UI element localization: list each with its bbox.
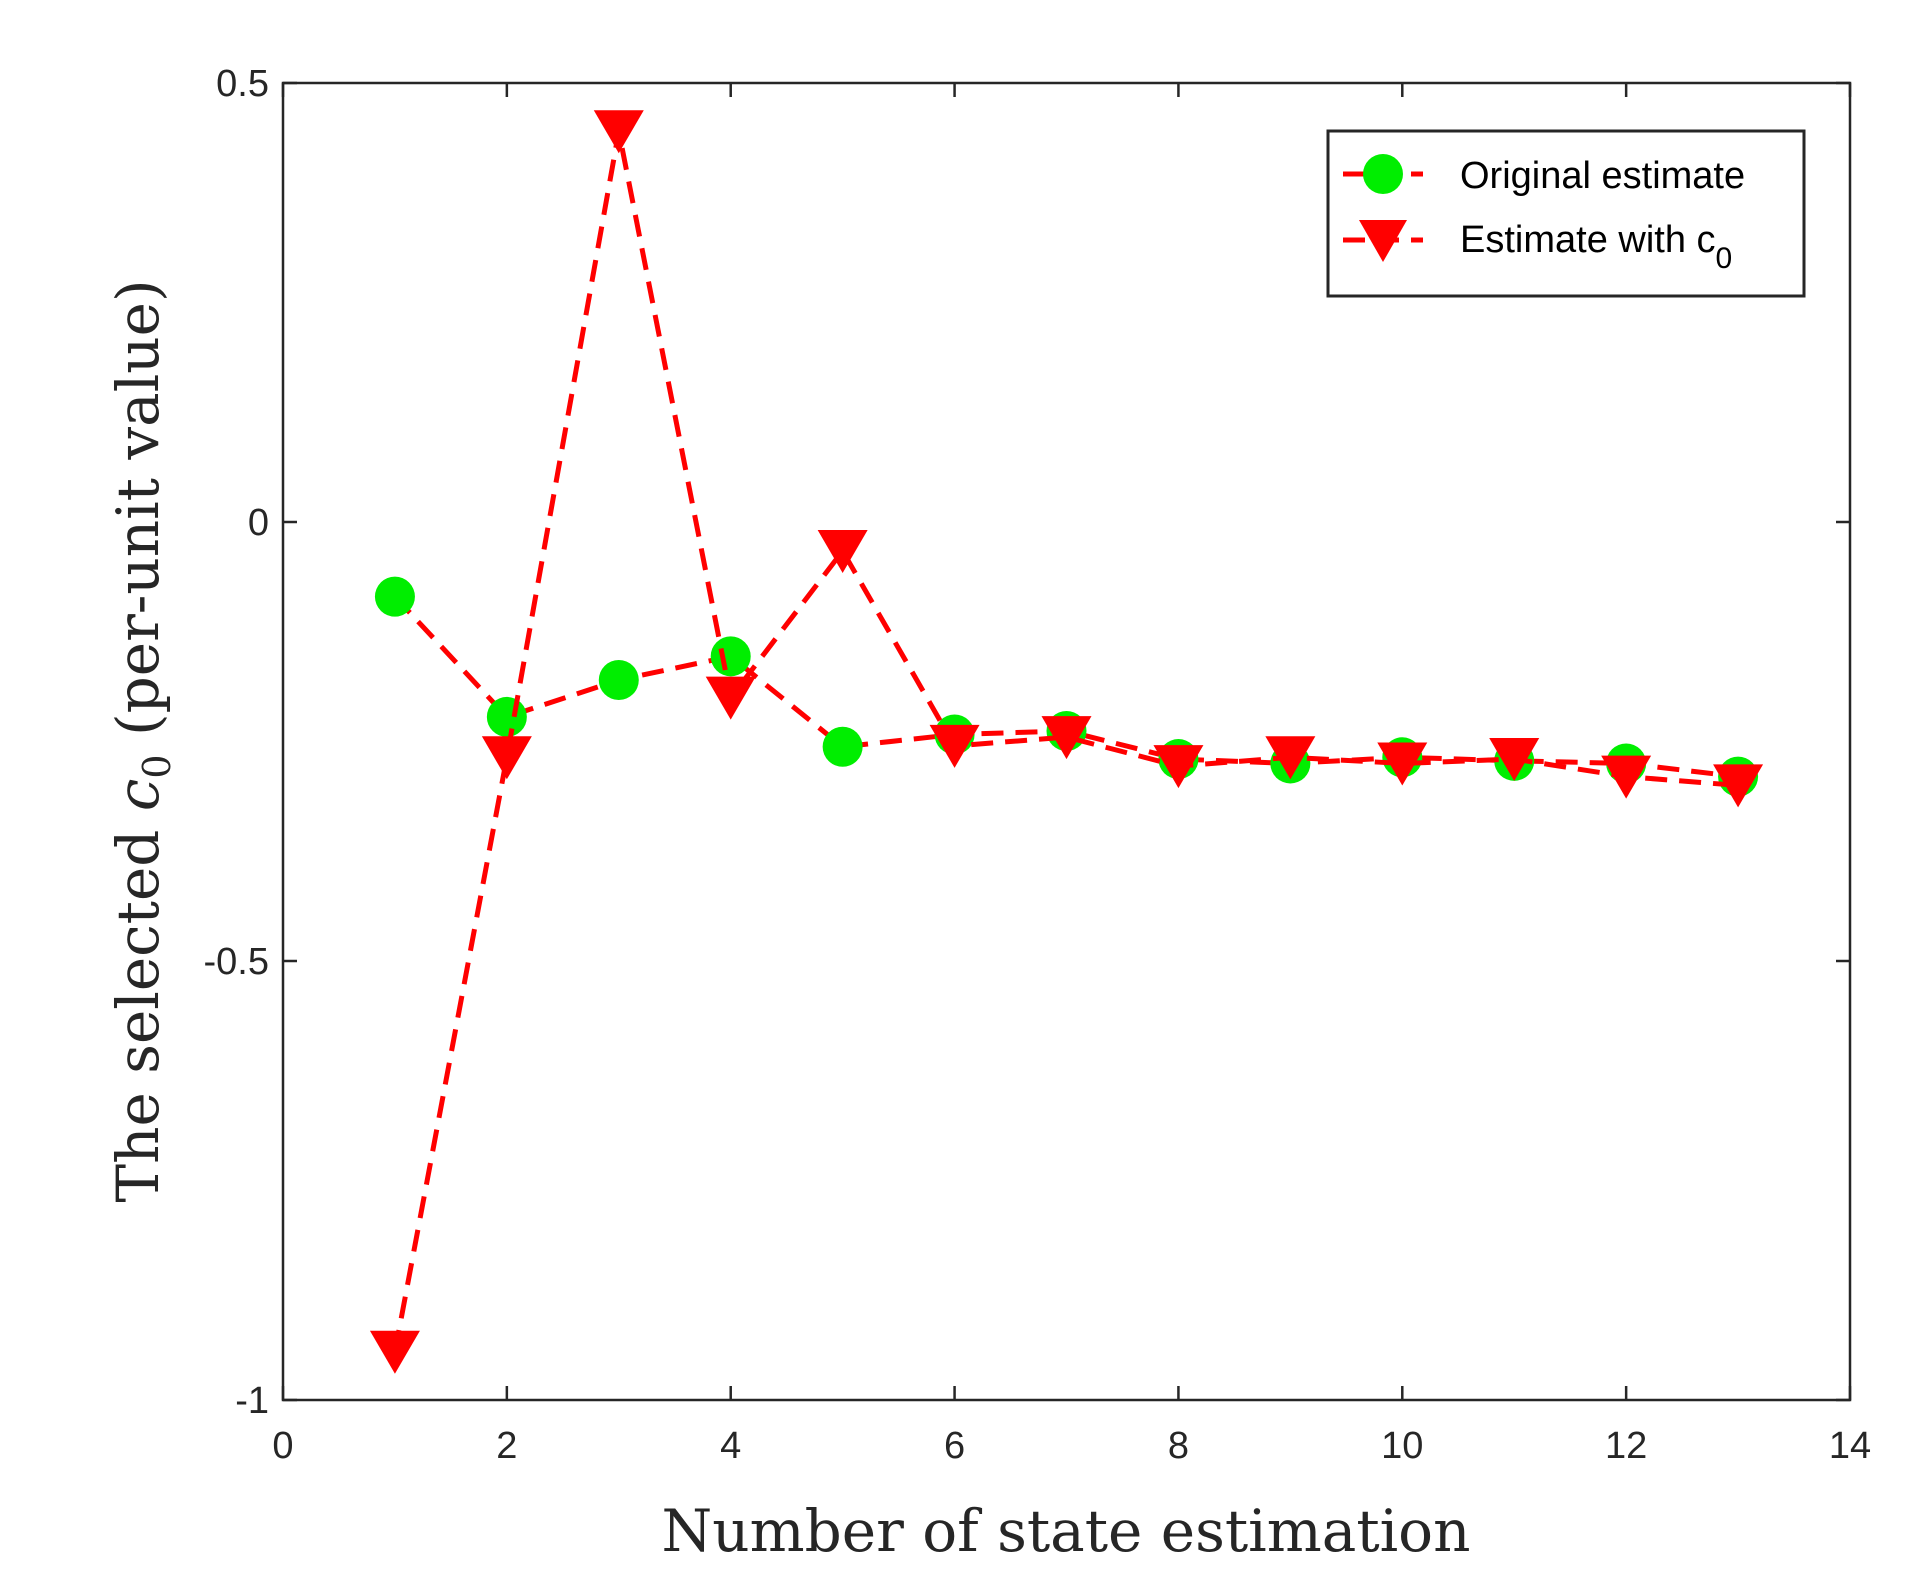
data-point-triangle: [1489, 738, 1540, 782]
x-tick-label: 8: [1168, 1425, 1189, 1467]
data-point-triangle: [1377, 742, 1428, 786]
y-tick-label: 0.5: [216, 63, 269, 105]
legend-label-estimate-subscript: 0: [1716, 242, 1733, 275]
data-point-triangle: [817, 529, 868, 573]
data-point-triangle: [1265, 736, 1316, 780]
data-point-triangle: [1713, 764, 1764, 808]
y-tick-label: 0: [248, 502, 269, 544]
axis-layer: 0 2 4 6 8 10 12 14 -1 -0.5 0 0.5: [204, 63, 1872, 1467]
data-point-circle: [822, 726, 863, 767]
legend: Original estimate Estimate with c0: [1326, 129, 1806, 298]
y-axis-title-subscript: 0: [135, 754, 179, 778]
data-point-triangle: [369, 1330, 420, 1374]
y-axis-title-suffix: (per-unit value): [104, 279, 172, 754]
data-point-triangle: [1153, 745, 1204, 789]
y-tick-label: -0.5: [204, 941, 269, 983]
data-point-triangle: [481, 736, 532, 780]
x-tick-label: 6: [944, 1425, 965, 1467]
y-axis-title: The selected c0 (per-unit value): [104, 279, 179, 1202]
x-axis-title: Number of state estimation: [662, 1497, 1471, 1565]
x-tick-label: 2: [496, 1425, 517, 1467]
data-point-triangle: [1041, 716, 1092, 760]
data-point-circle: [598, 660, 639, 701]
legend-marker-estimate: [1359, 220, 1407, 262]
data-point-triangle: [593, 110, 644, 154]
data-point-circle: [710, 636, 751, 677]
x-tick-label: 0: [272, 1425, 293, 1467]
y-axis-title-prefix: The selected: [104, 811, 172, 1202]
legend-label-estimate-text: Estimate with c: [1460, 219, 1716, 261]
y-axis-title-symbol: c: [104, 779, 172, 811]
x-tick-label: 14: [1829, 1425, 1871, 1467]
data-point-triangle: [929, 724, 980, 768]
x-tick-label: 10: [1381, 1425, 1423, 1467]
data-point-triangle: [705, 676, 756, 720]
legend-label-estimate: Estimate with c0: [1460, 219, 1732, 275]
axes-frame: [281, 81, 1852, 1402]
data-point-circle: [486, 696, 527, 737]
data-point-triangle: [1601, 755, 1652, 799]
legend-label-original: Original estimate: [1460, 155, 1745, 197]
x-tick-label: 12: [1605, 1425, 1647, 1467]
data-point-circle: [374, 576, 415, 617]
series-estimate-with-c0: [369, 110, 1764, 1374]
legend-box: [1326, 129, 1806, 298]
y-tick-label: -1: [235, 1380, 269, 1422]
legend-marker-original: [1363, 154, 1403, 194]
x-tick-label: 4: [720, 1425, 741, 1467]
series-layer: [369, 110, 1764, 1374]
